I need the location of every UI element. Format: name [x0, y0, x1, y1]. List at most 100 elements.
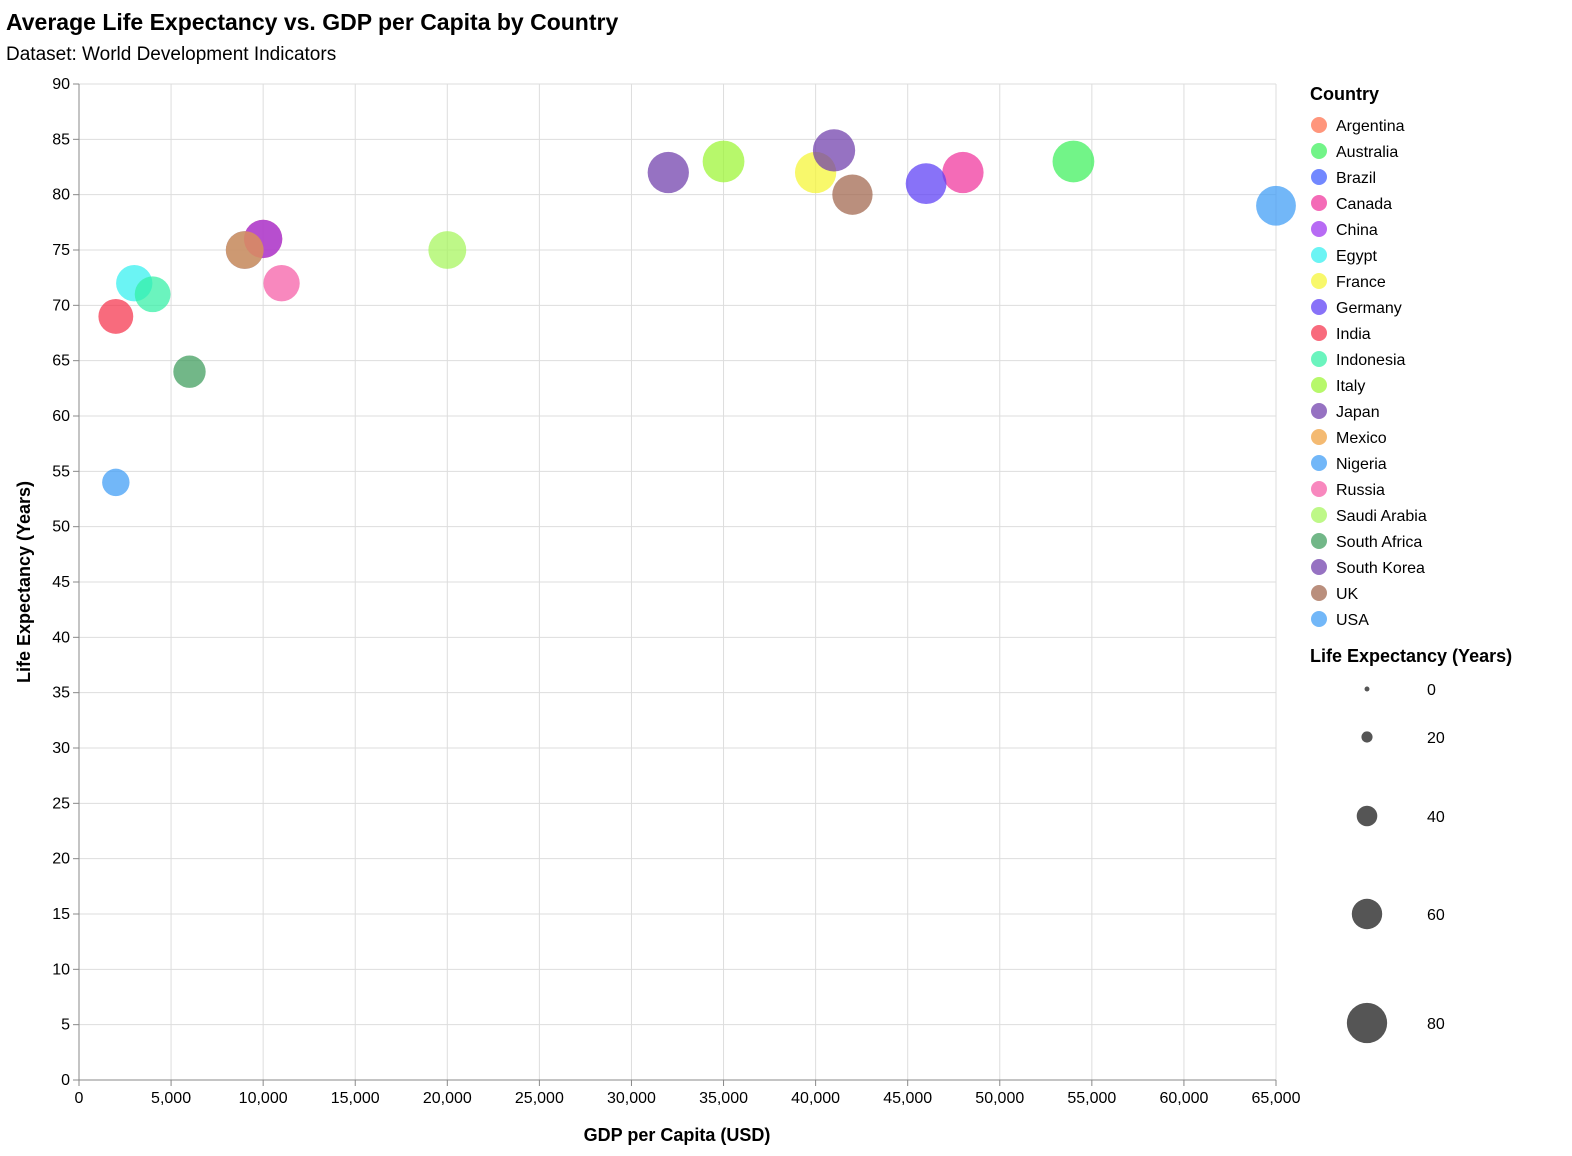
x-tick-label: 0 [75, 1090, 84, 1107]
legend-label-indonesia: Indonesia [1336, 352, 1405, 369]
size-legend-circle [1351, 898, 1383, 930]
bubble-russia [263, 265, 300, 302]
y-tick-label: 25 [52, 795, 70, 812]
y-tick-label: 90 [52, 76, 70, 93]
size-legend-label: 40 [1427, 809, 1445, 826]
y-tick-label: 20 [52, 851, 70, 868]
chart-title: Average Life Expectancy vs. GDP per Capi… [6, 9, 618, 35]
legend-label-brazil: Brazil [1336, 170, 1376, 187]
x-tick-label: 15,000 [331, 1090, 380, 1107]
x-axis-title: GDP per Capita (USD) [584, 1125, 771, 1145]
legend-swatch-argentina [1311, 117, 1327, 133]
legend-swatch-germany [1311, 299, 1327, 315]
x-tick-label: 25,000 [515, 1090, 564, 1107]
legend-label-france: France [1336, 274, 1386, 291]
bubble-usa [1256, 185, 1296, 226]
legend-label-uk: UK [1336, 586, 1359, 603]
legend-label-china: China [1336, 222, 1378, 239]
legend-swatch-indonesia [1311, 351, 1327, 367]
bubble-mexico [225, 231, 264, 269]
x-tick-label: 35,000 [699, 1090, 748, 1107]
size-legend-label: 20 [1427, 730, 1445, 747]
x-tick-label: 60,000 [1159, 1090, 1208, 1107]
y-tick-label: 0 [61, 1072, 70, 1089]
legend-label-argentina: Argentina [1336, 118, 1405, 135]
y-tick-label: 15 [52, 906, 70, 923]
y-tick-label: 70 [52, 297, 70, 314]
bubble-saudi-arabia [428, 231, 467, 269]
legend-swatch-india [1311, 325, 1327, 341]
x-tick-label: 55,000 [1067, 1090, 1116, 1107]
legend-label-mexico: Mexico [1336, 430, 1387, 447]
x-tick-label: 5,000 [151, 1090, 191, 1107]
size-legend-circle [1346, 1002, 1388, 1044]
legend-swatch-italy [1311, 377, 1327, 393]
legend-swatch-brazil [1311, 169, 1327, 185]
data-points [98, 129, 1296, 497]
y-tick-label: 80 [52, 187, 70, 204]
legend-label-egypt: Egypt [1336, 248, 1377, 265]
bubble-japan [647, 151, 689, 194]
bubble-italy [702, 140, 745, 183]
legend-label-australia: Australia [1336, 144, 1398, 161]
legend-label-saudi-arabia: Saudi Arabia [1336, 508, 1427, 525]
legend-label-south-africa: South Africa [1336, 534, 1422, 551]
y-tick-label: 50 [52, 519, 70, 536]
x-tick-label: 50,000 [975, 1090, 1024, 1107]
color-legend: Argentina Australia Brazil Canada China Egypt… [1311, 117, 1427, 629]
legend-swatch-australia [1311, 143, 1327, 159]
legend-swatch-canada [1311, 195, 1327, 211]
y-tick-label: 10 [52, 961, 70, 978]
size-legend: 0 20 40 60 80 [1346, 682, 1445, 1044]
bubble-india [98, 298, 134, 334]
legend-label-nigeria: Nigeria [1336, 456, 1387, 473]
y-tick-label: 30 [52, 740, 70, 757]
legend-swatch-saudi-arabia [1311, 507, 1327, 523]
x-tick-label: 20,000 [423, 1090, 472, 1107]
size-legend-title: Life Expectancy (Years) [1310, 646, 1512, 666]
legend-swatch-uk [1311, 585, 1327, 601]
chart-subtitle: Dataset: World Development Indicators [6, 44, 336, 65]
legend-label-japan: Japan [1336, 404, 1380, 421]
x-tick-label: 65,000 [1252, 1090, 1301, 1107]
legend-swatch-usa [1311, 611, 1327, 627]
bubble-uk [832, 174, 873, 215]
legend-swatch-nigeria [1311, 455, 1327, 471]
bubble-australia [1052, 140, 1095, 183]
bubble-nigeria [102, 468, 130, 497]
y-axis-title: Life Expectancy (Years) [14, 481, 34, 683]
y-tick-label: 65 [52, 353, 70, 370]
legend-label-italy: Italy [1336, 378, 1365, 395]
grid-lines [78, 83, 1277, 1081]
legend-swatch-france [1311, 273, 1327, 289]
size-legend-label: 80 [1427, 1016, 1445, 1033]
legend-swatch-egypt [1311, 247, 1327, 263]
bubble-south-korea [812, 129, 856, 172]
color-legend-title: Country [1310, 84, 1379, 104]
y-tick-label: 40 [52, 629, 70, 646]
size-legend-circle [1361, 731, 1373, 743]
size-legend-circle [1364, 686, 1370, 692]
x-tick-label: 45,000 [883, 1090, 932, 1107]
y-tick-label: 5 [61, 1017, 70, 1034]
bubble-indonesia [134, 276, 171, 313]
bubble-germany [905, 163, 947, 204]
legend-swatch-china [1311, 221, 1327, 237]
y-tick-label: 35 [52, 685, 70, 702]
legend-label-canada: Canada [1336, 196, 1392, 213]
legend-swatch-south-korea [1311, 559, 1327, 575]
bubble-canada [942, 151, 984, 194]
y-tick-label: 45 [52, 574, 70, 591]
size-legend-label: 0 [1427, 682, 1436, 699]
y-tick-label: 85 [52, 131, 70, 148]
x-tick-label: 10,000 [239, 1090, 288, 1107]
y-axis-ticks: 0 5 10 15 20 25 30 35 40 45 50 55 60 65 70 75 80 85 90 [52, 76, 79, 1089]
legend-swatch-south-africa [1311, 533, 1327, 549]
legend-swatch-russia [1311, 481, 1327, 497]
legend-label-russia: Russia [1336, 482, 1385, 499]
legend-swatch-mexico [1311, 429, 1327, 445]
legend-label-usa: USA [1336, 612, 1369, 629]
legend-label-india: India [1336, 326, 1371, 343]
legend-label-germany: Germany [1336, 300, 1402, 317]
